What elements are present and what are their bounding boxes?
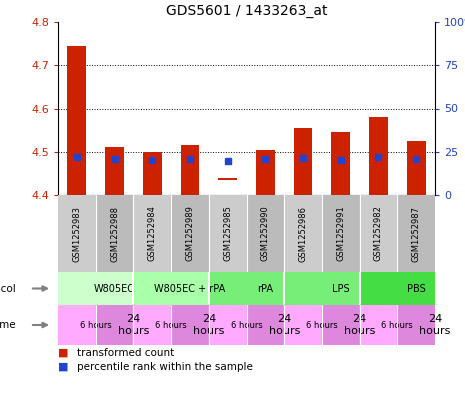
Bar <box>105 147 124 195</box>
Text: 6 hours: 6 hours <box>231 321 262 329</box>
Text: 24
hours: 24 hours <box>419 314 451 336</box>
Text: 24
hours: 24 hours <box>268 314 300 336</box>
Bar <box>246 195 284 272</box>
Bar <box>96 195 133 272</box>
Text: 6 hours: 6 hours <box>80 321 112 329</box>
Text: 6 hours: 6 hours <box>155 321 187 329</box>
Bar <box>58 305 96 345</box>
Bar <box>359 272 435 305</box>
Bar <box>180 145 199 195</box>
Text: GSM1252982: GSM1252982 <box>374 206 383 261</box>
Bar <box>143 152 162 195</box>
Text: 24
hours: 24 hours <box>344 314 375 336</box>
Bar <box>133 272 209 305</box>
Bar <box>246 305 284 345</box>
Bar <box>133 195 171 272</box>
Bar <box>67 46 86 195</box>
Bar <box>58 272 133 305</box>
Bar <box>209 305 246 345</box>
Bar <box>133 305 171 345</box>
Text: GSM1252983: GSM1252983 <box>73 206 81 261</box>
Text: GSM1252988: GSM1252988 <box>110 206 119 261</box>
Bar <box>218 178 237 180</box>
Text: GSM1252985: GSM1252985 <box>223 206 232 261</box>
Text: 24
hours: 24 hours <box>118 314 149 336</box>
Bar <box>284 272 359 305</box>
Bar <box>397 195 435 272</box>
Text: time: time <box>0 320 16 330</box>
Text: 6 hours: 6 hours <box>306 321 338 329</box>
Text: LPS: LPS <box>332 283 350 294</box>
Text: ■: ■ <box>58 348 68 358</box>
Bar <box>171 195 209 272</box>
Text: transformed count: transformed count <box>77 348 174 358</box>
Text: GSM1252986: GSM1252986 <box>299 206 307 261</box>
Text: ■: ■ <box>58 362 68 372</box>
Text: 6 hours: 6 hours <box>381 321 413 329</box>
Text: W805EC + rPA: W805EC + rPA <box>154 283 226 294</box>
Text: 24
hours: 24 hours <box>193 314 225 336</box>
Bar <box>209 272 284 305</box>
Text: GSM1252989: GSM1252989 <box>186 206 194 261</box>
Bar <box>407 141 425 195</box>
Bar <box>171 305 209 345</box>
Bar <box>209 195 246 272</box>
Bar <box>322 195 359 272</box>
Title: GDS5601 / 1433263_at: GDS5601 / 1433263_at <box>166 4 327 18</box>
Bar <box>322 305 359 345</box>
Text: protocol: protocol <box>0 283 16 294</box>
Text: percentile rank within the sample: percentile rank within the sample <box>77 362 252 372</box>
Text: GSM1252984: GSM1252984 <box>148 206 157 261</box>
Bar <box>397 305 435 345</box>
Bar <box>58 195 96 272</box>
Text: W805EC: W805EC <box>94 283 135 294</box>
Bar <box>332 132 350 195</box>
Text: rPA: rPA <box>257 283 273 294</box>
Bar <box>369 117 388 195</box>
Text: GSM1252987: GSM1252987 <box>412 206 421 261</box>
Bar <box>96 305 133 345</box>
Text: GSM1252991: GSM1252991 <box>336 206 345 261</box>
Bar <box>256 150 275 195</box>
Text: GSM1252990: GSM1252990 <box>261 206 270 261</box>
Bar <box>293 128 312 195</box>
Bar <box>359 305 397 345</box>
Text: PBS: PBS <box>407 283 425 294</box>
Bar <box>284 195 322 272</box>
Bar <box>284 305 322 345</box>
Bar <box>359 195 397 272</box>
